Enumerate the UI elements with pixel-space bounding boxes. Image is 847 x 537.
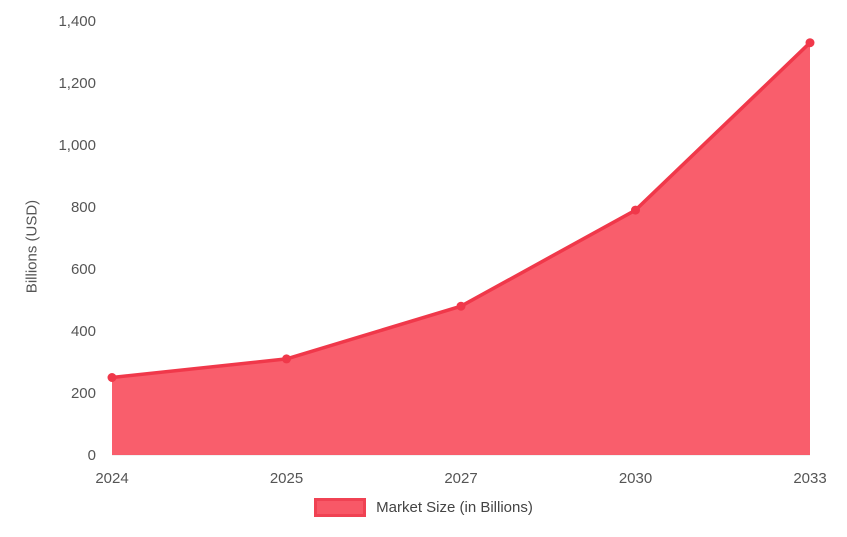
x-tick-label: 2030 xyxy=(619,470,652,487)
y-tick-label: 1,000 xyxy=(58,137,96,154)
x-tick-label: 2033 xyxy=(793,470,826,487)
area-chart: 0 200 400 600 800 1,000 1,200 1,400 2024 2025 2027… xyxy=(58,13,826,487)
y-tick-label: 1,400 xyxy=(58,13,96,30)
y-tick-label: 600 xyxy=(71,261,96,278)
y-tick-label: 400 xyxy=(71,323,96,340)
x-tick-label: 2025 xyxy=(270,470,303,487)
y-tick-label: 200 xyxy=(71,385,96,402)
y-tick-label: 0 xyxy=(88,447,96,464)
legend-swatch xyxy=(314,498,367,517)
x-tick-label: 2027 xyxy=(444,470,477,487)
legend-label: Market Size (in Billions) xyxy=(376,499,533,516)
legend[interactable]: Market Size (in Billions) xyxy=(0,498,847,517)
data-point[interactable] xyxy=(456,301,466,311)
data-point[interactable] xyxy=(282,354,291,364)
series-area xyxy=(112,42,810,455)
y-tick-label: 1,200 xyxy=(58,75,96,92)
y-tick-label: 800 xyxy=(71,199,96,216)
data-point[interactable] xyxy=(107,373,117,382)
data-point[interactable] xyxy=(631,205,640,215)
data-point[interactable] xyxy=(805,38,815,48)
x-tick-label: 2024 xyxy=(95,470,128,487)
